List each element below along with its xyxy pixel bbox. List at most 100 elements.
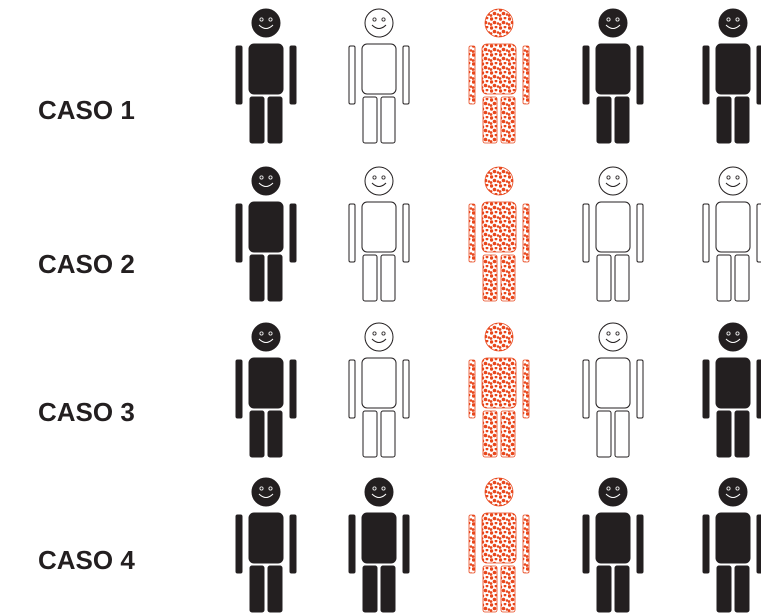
person-figure-outline xyxy=(348,322,410,458)
left-eye xyxy=(259,175,264,180)
left-arm xyxy=(235,45,243,105)
smile xyxy=(258,24,274,29)
left-eye xyxy=(606,175,611,180)
right-arm xyxy=(522,514,530,574)
left-eye xyxy=(606,17,611,22)
right-leg xyxy=(380,565,396,613)
left-leg xyxy=(596,410,612,458)
right-arm xyxy=(402,359,410,419)
torso xyxy=(595,43,631,95)
smile xyxy=(371,493,387,498)
person-figure-outline xyxy=(348,166,410,302)
smile xyxy=(371,24,387,29)
right-leg xyxy=(734,410,750,458)
left-leg xyxy=(596,96,612,144)
left-eye xyxy=(259,486,264,491)
person-figure-filled xyxy=(582,477,644,613)
head xyxy=(364,166,394,196)
torso xyxy=(361,357,397,409)
right-leg xyxy=(500,410,516,458)
left-leg xyxy=(716,565,732,613)
right-leg xyxy=(380,254,396,302)
right-arm xyxy=(289,359,297,419)
left-leg xyxy=(596,565,612,613)
right-leg xyxy=(734,565,750,613)
right-leg xyxy=(500,96,516,144)
left-arm xyxy=(348,203,356,263)
torso xyxy=(481,43,517,95)
right-eye xyxy=(268,486,273,491)
right-arm xyxy=(636,514,644,574)
right-eye xyxy=(735,486,740,491)
head xyxy=(484,8,514,38)
left-leg xyxy=(362,410,378,458)
torso xyxy=(715,201,751,253)
left-eye xyxy=(372,17,377,22)
left-arm xyxy=(468,203,476,263)
person-figure-filled xyxy=(702,322,761,458)
left-arm xyxy=(468,514,476,574)
head xyxy=(484,166,514,196)
right-eye xyxy=(735,331,740,336)
head xyxy=(484,322,514,352)
left-arm xyxy=(702,514,710,574)
right-eye xyxy=(268,175,273,180)
left-leg xyxy=(716,96,732,144)
left-leg xyxy=(482,254,498,302)
smile xyxy=(605,182,621,187)
torso xyxy=(361,43,397,95)
left-arm xyxy=(348,359,356,419)
smile xyxy=(605,493,621,498)
torso xyxy=(715,357,751,409)
smile xyxy=(725,182,741,187)
smile xyxy=(725,338,741,343)
head xyxy=(718,166,748,196)
right-leg xyxy=(614,410,630,458)
head xyxy=(364,477,394,507)
left-arm xyxy=(235,514,243,574)
head xyxy=(484,477,514,507)
torso xyxy=(595,512,631,564)
right-eye xyxy=(268,331,273,336)
right-arm xyxy=(402,45,410,105)
smile xyxy=(258,338,274,343)
person-figure-filled xyxy=(235,477,297,613)
left-leg xyxy=(249,96,265,144)
right-arm xyxy=(522,45,530,105)
left-arm xyxy=(582,45,590,105)
right-leg xyxy=(267,254,283,302)
right-arm xyxy=(522,359,530,419)
right-eye xyxy=(735,17,740,22)
smile xyxy=(371,182,387,187)
right-eye xyxy=(615,17,620,22)
right-leg xyxy=(734,254,750,302)
smile xyxy=(725,493,741,498)
smile xyxy=(258,493,274,498)
left-arm xyxy=(702,45,710,105)
right-arm xyxy=(522,203,530,263)
smile xyxy=(605,338,621,343)
head xyxy=(718,322,748,352)
right-leg xyxy=(500,565,516,613)
left-eye xyxy=(259,17,264,22)
left-arm xyxy=(468,359,476,419)
right-eye xyxy=(735,175,740,180)
torso xyxy=(361,201,397,253)
left-leg xyxy=(716,410,732,458)
head xyxy=(364,322,394,352)
right-leg xyxy=(614,96,630,144)
head xyxy=(251,477,281,507)
smile xyxy=(725,24,741,29)
torso xyxy=(361,512,397,564)
left-arm xyxy=(582,203,590,263)
head xyxy=(364,8,394,38)
left-arm xyxy=(235,203,243,263)
torso xyxy=(481,512,517,564)
person-figure-outline xyxy=(582,322,644,458)
left-eye xyxy=(726,17,731,22)
left-eye xyxy=(726,486,731,491)
left-eye xyxy=(606,331,611,336)
head xyxy=(251,322,281,352)
left-arm xyxy=(235,359,243,419)
right-leg xyxy=(267,96,283,144)
